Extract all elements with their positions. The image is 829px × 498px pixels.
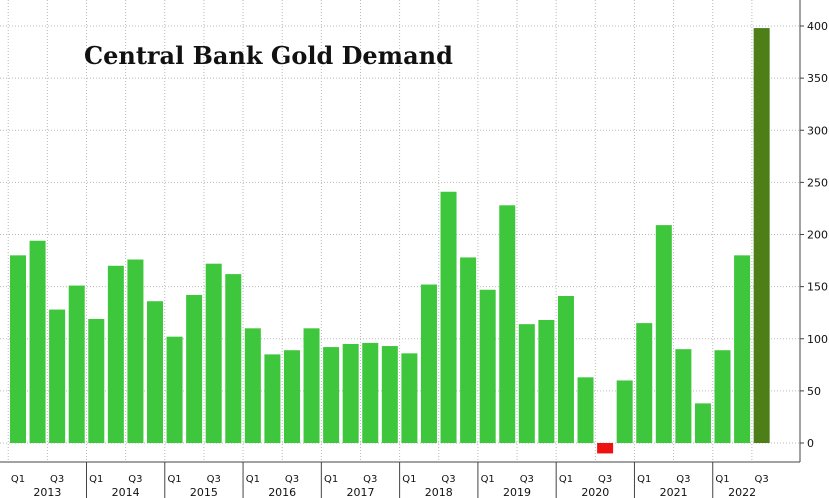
quarter-label: Q1 <box>89 474 103 485</box>
year-label: 2014 <box>112 486 140 498</box>
bar <box>362 342 379 443</box>
quarter-label: Q3 <box>676 474 690 485</box>
quarter-label: Q3 <box>207 474 221 485</box>
quarter-label: Q3 <box>755 474 769 485</box>
bars <box>10 28 770 454</box>
bar <box>283 350 300 443</box>
bar <box>734 255 751 443</box>
quarter-label: Q3 <box>363 474 377 485</box>
bar <box>10 255 26 443</box>
y-tick-label: 150 <box>807 281 828 294</box>
quarter-label: Q3 <box>520 474 534 485</box>
bar <box>694 403 711 443</box>
quarter-label: Q3 <box>128 474 142 485</box>
quarter-label: Q1 <box>402 474 416 485</box>
grid-lines <box>0 0 800 462</box>
y-tick-label: 50 <box>807 385 821 398</box>
quarter-label: Q3 <box>441 474 455 485</box>
bar <box>264 354 281 443</box>
y-tick-label: 0 <box>807 437 814 450</box>
bar <box>49 309 66 443</box>
quarter-label: Q1 <box>481 474 495 485</box>
y-tick-label: 300 <box>807 124 828 137</box>
bar <box>616 380 633 443</box>
quarter-label: Q3 <box>50 474 64 485</box>
quarter-label: Q3 <box>285 474 299 485</box>
bar <box>166 336 183 443</box>
bar <box>714 350 731 443</box>
quarter-label: Q1 <box>167 474 181 485</box>
quarter-label: Q1 <box>559 474 573 485</box>
bar <box>577 377 594 443</box>
quarter-label: Q1 <box>11 474 25 485</box>
bar <box>675 349 692 443</box>
year-label: 2017 <box>346 486 374 498</box>
year-label: 2013 <box>33 486 61 498</box>
bar <box>342 343 359 443</box>
bar <box>460 257 477 443</box>
bar <box>244 328 261 443</box>
bar <box>127 259 144 443</box>
year-label: 2022 <box>728 486 756 498</box>
bar <box>401 353 418 443</box>
bar <box>753 28 770 444</box>
bar <box>88 318 105 443</box>
bar <box>420 284 437 443</box>
bar <box>303 328 320 443</box>
y-axis-ticks: 0 50 100 150 200 250 300 350 400 <box>800 20 828 450</box>
year-label: 2018 <box>425 486 453 498</box>
bar <box>107 265 124 443</box>
y-tick-label: 100 <box>807 333 828 346</box>
quarter-label: Q1 <box>246 474 260 485</box>
bar <box>68 285 85 443</box>
quarter-label: Q1 <box>637 474 651 485</box>
y-tick-label: 350 <box>807 72 828 85</box>
bar <box>636 323 653 443</box>
bar <box>655 225 672 443</box>
bar <box>479 289 496 443</box>
bar <box>499 205 516 443</box>
bar <box>323 347 340 443</box>
chart-title: Central Bank Gold Demand <box>84 41 453 70</box>
bar <box>557 296 574 443</box>
bar <box>225 274 242 443</box>
bar <box>518 324 535 443</box>
y-tick-label: 200 <box>807 229 828 242</box>
bar <box>146 301 163 443</box>
bar <box>29 240 46 443</box>
year-label: 2016 <box>268 486 296 498</box>
bar <box>381 346 398 443</box>
quarter-label: Q1 <box>324 474 338 485</box>
bar <box>205 263 222 443</box>
bar <box>186 294 203 443</box>
year-label: 2015 <box>190 486 218 498</box>
bar <box>597 443 614 454</box>
quarter-label: Q1 <box>715 474 729 485</box>
bar <box>538 319 555 443</box>
y-tick-label: 400 <box>807 20 828 33</box>
year-label: 2021 <box>660 486 688 498</box>
quarter-label: Q3 <box>598 474 612 485</box>
year-label: 2019 <box>503 486 531 498</box>
bar <box>440 191 457 443</box>
year-label: 2020 <box>581 486 609 498</box>
y-tick-label: 250 <box>807 176 828 189</box>
